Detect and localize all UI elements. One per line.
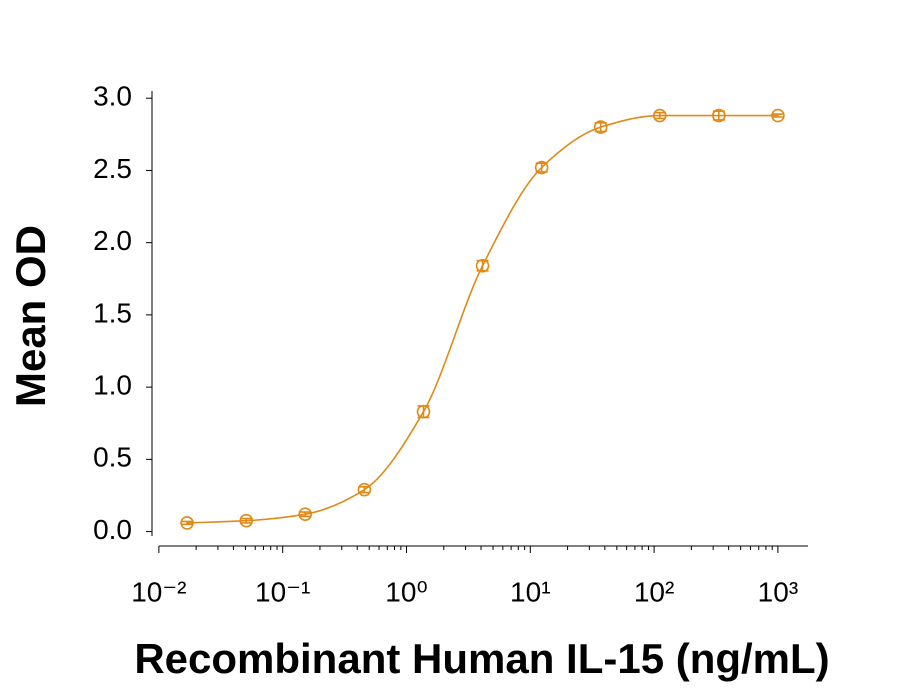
y-tick-label: 0.0	[93, 514, 132, 545]
x-tick-label: 10⁻¹	[255, 576, 310, 607]
point	[180, 516, 194, 530]
point	[357, 482, 372, 497]
x-tick-label: 10²	[634, 576, 674, 607]
error-bar	[240, 517, 253, 524]
y-tick-label: 1.5	[93, 297, 132, 328]
error-bar	[771, 113, 784, 118]
y-axis-label: Mean OD	[7, 225, 54, 407]
error-bar	[299, 511, 312, 518]
y-tick-label: 2.0	[93, 225, 132, 256]
point	[652, 108, 667, 123]
point	[534, 160, 549, 175]
point	[239, 513, 254, 528]
point	[593, 120, 608, 134]
y-tick-label: 1.0	[93, 370, 132, 401]
x-tick-label: 10³	[758, 576, 798, 607]
error-bar	[181, 520, 194, 526]
point	[712, 108, 726, 123]
error-bar	[653, 111, 666, 120]
y-tick-label: 2.5	[93, 153, 132, 184]
error-bar	[594, 121, 607, 133]
y-tick-label: 3.0	[93, 81, 132, 112]
fit-curve	[187, 114, 778, 524]
y-tick-label: 0.5	[93, 442, 132, 473]
point	[771, 108, 785, 123]
point	[416, 404, 431, 419]
x-axis-label: Recombinant Human IL-15 (ng/mL)	[134, 635, 829, 682]
x-tick-label: 10¹	[510, 576, 550, 607]
error-bar	[358, 485, 371, 494]
x-tick-label: 10⁰	[385, 576, 427, 607]
point	[298, 507, 312, 522]
x-tick-label: 10⁻²	[131, 576, 186, 607]
point	[475, 258, 490, 273]
